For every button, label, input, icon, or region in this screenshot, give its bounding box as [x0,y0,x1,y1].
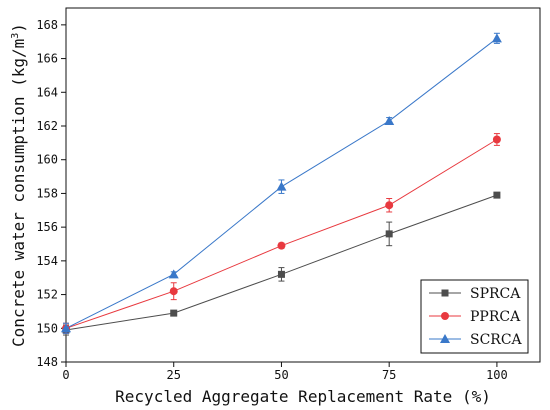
data-point-scrca [384,115,395,125]
series-scrca [61,32,502,334]
legend-label-pprca: PPRCA [470,309,521,325]
y-axis-label-superscript: 3 [10,33,21,39]
x-tick-label: 0 [62,368,69,382]
x-tick-label: 25 [167,368,181,382]
y-tick-label: 164 [36,85,58,99]
y-axis-label-end: ) [9,23,28,33]
y-tick-label: 166 [36,52,58,66]
y-tick-label: 152 [36,288,58,302]
legend-label-sprca: SPRCA [470,286,521,302]
legend: SPRCA PPRCA SCRCA [420,279,529,354]
x-tick-label: 50 [274,368,288,382]
y-axis-label: Concrete water consumption (kg/m3) [9,23,28,347]
data-point-pprca [492,135,501,144]
y-tick-label: 150 [36,321,58,335]
data-point-sprca [277,270,285,278]
data-point-sprca [493,191,501,199]
y-tick-label: 162 [36,119,58,133]
data-point-scrca [168,269,179,279]
y-tick-label: 158 [36,186,58,200]
legend-marker-pprca [441,312,449,320]
legend-marker-sprca [441,289,449,297]
x-tick-label: 75 [382,368,396,382]
y-tick-label: 168 [36,18,58,32]
y-tick-label: 154 [36,254,58,268]
data-point-sprca [170,309,178,317]
x-axis-label: Recycled Aggregate Replacement Rate (%) [115,387,491,406]
y-tick-label: 156 [36,220,58,234]
x-tick-label: 100 [486,368,508,382]
y-axis-label-main: Concrete water consumption (kg/m [9,39,28,347]
data-point-pprca [277,241,286,250]
y-tick-label: 148 [36,355,58,369]
data-point-scrca [491,33,502,43]
legend-label-scrca: SCRCA [470,332,523,348]
plot-frame [65,7,541,363]
x-axis: 0 25 50 75 100 [62,362,508,382]
data-point-sprca [385,230,393,238]
legend-marker-scrca [440,334,450,343]
series-layer [61,32,502,336]
data-point-pprca [385,201,394,210]
y-tick-label: 160 [36,153,58,167]
data-point-scrca [276,181,287,191]
data-point-pprca [169,287,178,296]
data-point-scrca [61,323,71,333]
y-axis: 148 150 152 154 156 158 160 162 164 166 168 [36,18,66,369]
